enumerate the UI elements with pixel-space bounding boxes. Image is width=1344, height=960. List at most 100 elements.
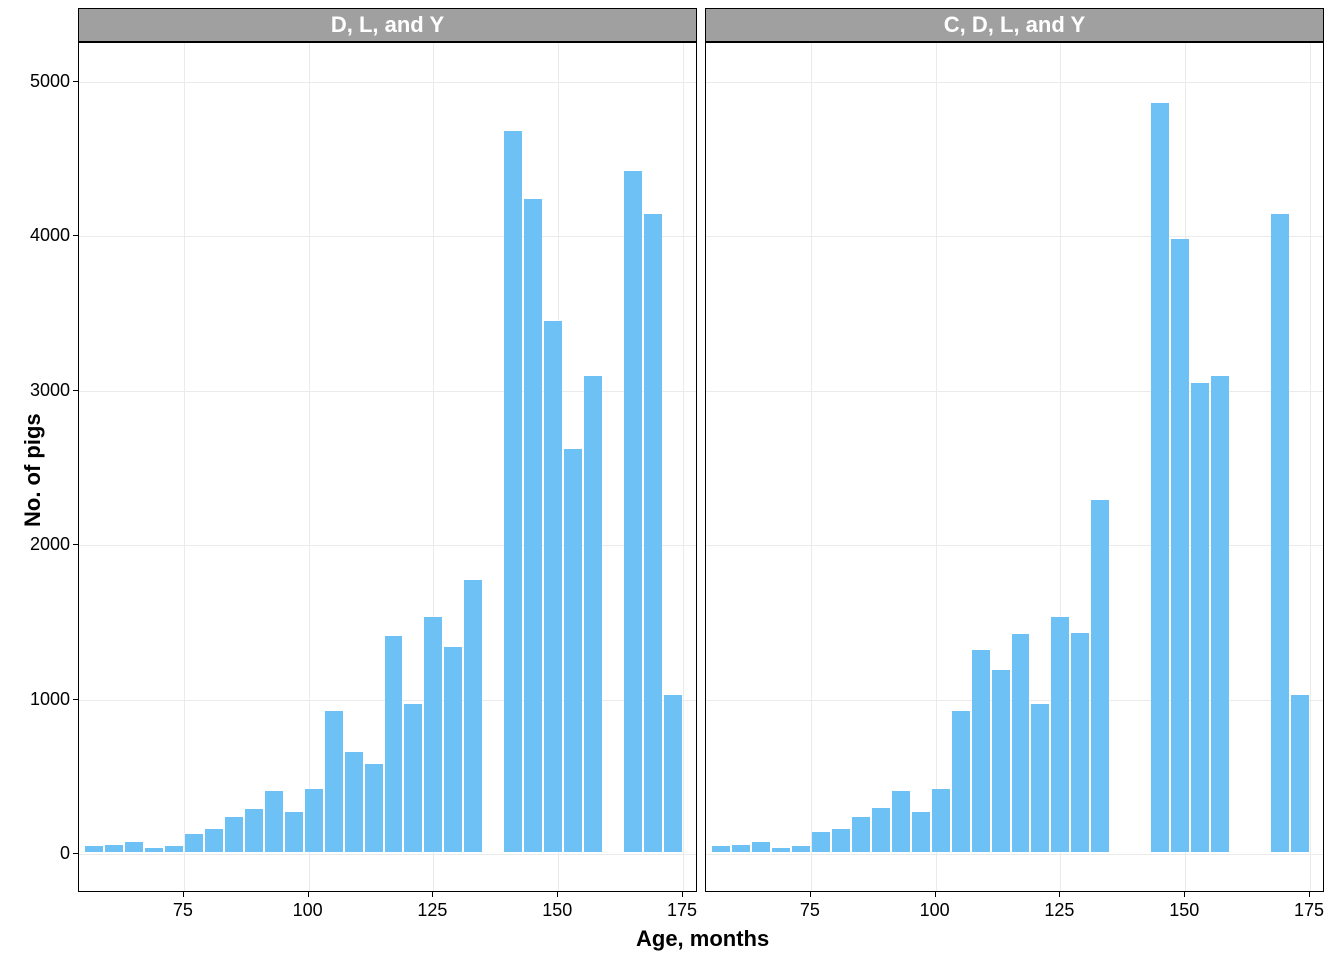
bar xyxy=(1071,633,1089,852)
grid-line-v xyxy=(811,43,812,891)
bar xyxy=(185,834,203,853)
x-tick-mark xyxy=(935,892,936,897)
facet-label: D, L, and Y xyxy=(331,12,444,38)
bar xyxy=(992,670,1010,852)
bar xyxy=(1051,617,1069,852)
bar xyxy=(952,711,970,852)
y-tick-label: 3000 xyxy=(30,380,70,401)
grid-line-v xyxy=(309,43,310,891)
grid-line-h xyxy=(706,391,1323,392)
bar xyxy=(872,808,890,853)
bar xyxy=(772,848,790,853)
bar xyxy=(1012,634,1030,852)
x-tick-mark xyxy=(432,892,433,897)
bar xyxy=(105,845,123,852)
grid-line-v xyxy=(936,43,937,891)
bar xyxy=(444,647,462,853)
bar xyxy=(325,711,343,852)
x-tick-mark xyxy=(557,892,558,897)
y-tick-label: 2000 xyxy=(30,534,70,555)
x-tick-mark xyxy=(183,892,184,897)
grid-line-v xyxy=(184,43,185,891)
bar xyxy=(644,214,662,852)
bar xyxy=(1291,695,1309,853)
bar xyxy=(365,764,383,852)
y-tick-label: 5000 xyxy=(30,71,70,92)
bar xyxy=(932,789,950,852)
x-tick-label: 125 xyxy=(1044,900,1074,921)
bar xyxy=(125,842,143,853)
x-tick-label: 175 xyxy=(667,900,697,921)
bar xyxy=(584,376,602,852)
grid-line-v xyxy=(683,43,684,891)
grid-line-h xyxy=(79,391,696,392)
bar xyxy=(812,832,830,852)
bar xyxy=(265,791,283,852)
x-tick-label: 100 xyxy=(293,900,323,921)
x-tick-mark xyxy=(1059,892,1060,897)
bar xyxy=(504,131,522,853)
x-axis-title: Age, months xyxy=(636,926,769,952)
bar xyxy=(1031,704,1049,852)
grid-line-h xyxy=(706,236,1323,237)
y-tick-label: 4000 xyxy=(30,225,70,246)
bar xyxy=(1271,214,1289,852)
bar xyxy=(852,817,870,853)
facet-strip: C, D, L, and Y xyxy=(705,8,1324,42)
x-tick-label: 75 xyxy=(800,900,820,921)
bar xyxy=(624,171,642,853)
bar xyxy=(1091,500,1109,852)
facet-strip: D, L, and Y xyxy=(78,8,697,42)
grid-line-h xyxy=(706,545,1323,546)
bar xyxy=(165,846,183,852)
bar xyxy=(912,812,930,852)
bar xyxy=(972,650,990,852)
grid-line-h xyxy=(79,545,696,546)
bar xyxy=(404,704,422,852)
bar xyxy=(1171,239,1189,853)
x-tick-mark xyxy=(1184,892,1185,897)
grid-line-h xyxy=(79,236,696,237)
bar xyxy=(664,695,682,853)
grid-line-h xyxy=(79,854,696,855)
chart-panel xyxy=(78,42,697,892)
bar xyxy=(792,846,810,852)
bar xyxy=(752,842,770,853)
y-axis-title: No. of pigs xyxy=(20,413,46,527)
x-tick-mark xyxy=(682,892,683,897)
bar xyxy=(345,752,363,852)
bar xyxy=(544,321,562,853)
x-tick-mark xyxy=(1309,892,1310,897)
x-tick-label: 75 xyxy=(173,900,193,921)
x-tick-label: 150 xyxy=(1169,900,1199,921)
bar xyxy=(464,580,482,852)
x-tick-label: 150 xyxy=(542,900,572,921)
x-tick-label: 100 xyxy=(920,900,950,921)
y-tick-label: 1000 xyxy=(30,689,70,710)
bar xyxy=(424,617,442,852)
grid-line-h xyxy=(706,854,1323,855)
faceted-bar-chart: No. of pigsAge, months010002000300040005… xyxy=(0,0,1344,960)
x-tick-mark xyxy=(308,892,309,897)
bar xyxy=(245,809,263,852)
bar xyxy=(712,846,730,852)
x-tick-mark xyxy=(810,892,811,897)
grid-line-h xyxy=(79,82,696,83)
chart-panel xyxy=(705,42,1324,892)
bar xyxy=(385,636,403,852)
bar xyxy=(1151,103,1169,853)
grid-line-h xyxy=(706,82,1323,83)
bar xyxy=(285,812,303,852)
facet-label: C, D, L, and Y xyxy=(944,12,1085,38)
bar xyxy=(1211,376,1229,852)
bar xyxy=(305,789,323,852)
bar xyxy=(564,449,582,852)
bar xyxy=(524,199,542,853)
bar xyxy=(85,846,103,852)
bar xyxy=(892,791,910,852)
bar xyxy=(145,848,163,853)
bar xyxy=(732,845,750,852)
grid-line-v xyxy=(1310,43,1311,891)
bar xyxy=(205,829,223,852)
x-tick-label: 175 xyxy=(1294,900,1324,921)
